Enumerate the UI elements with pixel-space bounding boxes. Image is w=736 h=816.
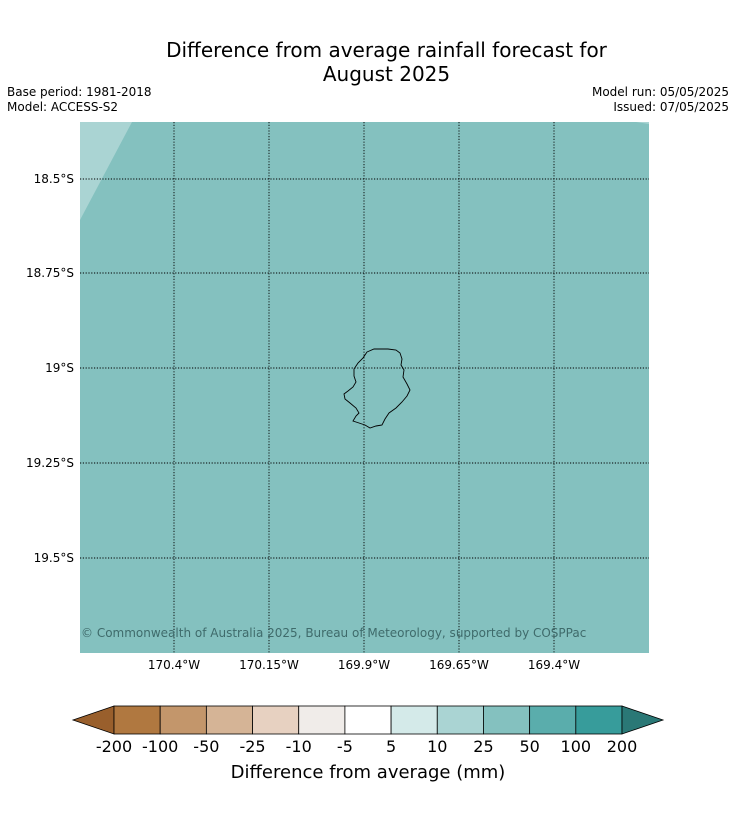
- lon-label: 169.4°W: [527, 658, 581, 672]
- title-line-2: August 2025: [322, 62, 451, 86]
- map-canvas: [80, 122, 649, 653]
- lon-label: 170.15°W: [239, 658, 299, 672]
- colorbar-tick-label: 10: [427, 737, 448, 756]
- colorbar-cell: [575, 705, 623, 735]
- copyright-notice: © Commonwealth of Australia 2025, Bureau…: [81, 626, 587, 640]
- colorbar-cell: [529, 705, 577, 735]
- forecast-fill: [80, 122, 649, 653]
- map-panel[interactable]: [80, 122, 649, 653]
- colorbar-cell: [483, 705, 531, 735]
- base-period: Base period: 1981-2018: [7, 85, 152, 99]
- lat-label: 18.5°S: [33, 172, 74, 186]
- colorbar-cell: [390, 705, 438, 735]
- colorbar-tick-label: 100: [560, 737, 592, 756]
- colorbar-tick-label: -200: [95, 737, 133, 756]
- colorbar-extend-right: [621, 705, 665, 735]
- colorbar-tick-label: -5: [336, 737, 353, 756]
- colorbar-cell: [298, 705, 346, 735]
- title-line-1: Difference from average rainfall forecas…: [166, 38, 607, 62]
- lon-label: 169.65°W: [429, 658, 489, 672]
- colorbar-tick-label: -10: [285, 737, 312, 756]
- lon-label: 170.4°W: [147, 658, 201, 672]
- colorbar-tick-label: 200: [606, 737, 638, 756]
- forecast-fill-corner-right: [636, 122, 649, 124]
- lon-label: 169.9°W: [337, 658, 391, 672]
- lat-label: 18.75°S: [26, 266, 74, 280]
- colorbar-cell: [252, 705, 300, 735]
- meta-right: Model run: 05/05/2025 Issued: 07/05/2025: [592, 85, 729, 115]
- model-name: Model: ACCESS-S2: [7, 100, 119, 114]
- colorbar-cell: [113, 705, 161, 735]
- colorbar: [71, 705, 665, 735]
- map-title: Difference from average rainfall forecas…: [0, 38, 736, 86]
- issued-date: Issued: 07/05/2025: [613, 100, 729, 114]
- forecast-fill-corner: [80, 122, 132, 220]
- colorbar-tick-label: -100: [142, 737, 179, 756]
- lat-label: 19.25°S: [26, 456, 74, 470]
- colorbar-tick-label: 25: [473, 737, 494, 756]
- meta-left: Base period: 1981-2018 Model: ACCESS-S2: [7, 85, 152, 115]
- colorbar-tick-label: 50: [519, 737, 540, 756]
- lat-label: 19.5°S: [33, 551, 74, 565]
- colorbar-label: Difference from average (mm): [230, 762, 506, 783]
- colorbar-tick-label: -50: [193, 737, 220, 756]
- colorbar-cell: [344, 705, 392, 735]
- niue-island-outline: [343, 348, 411, 429]
- colorbar-cell: [436, 705, 484, 735]
- lat-label: 19°S: [45, 361, 74, 375]
- colorbar-cell: [159, 705, 207, 735]
- colorbar-tick-label: -25: [239, 737, 266, 756]
- model-run: Model run: 05/05/2025: [591, 85, 729, 99]
- colorbar-extend-left: [71, 705, 115, 735]
- colorbar-cell: [205, 705, 253, 735]
- colorbar-tick-label: 5: [385, 737, 397, 756]
